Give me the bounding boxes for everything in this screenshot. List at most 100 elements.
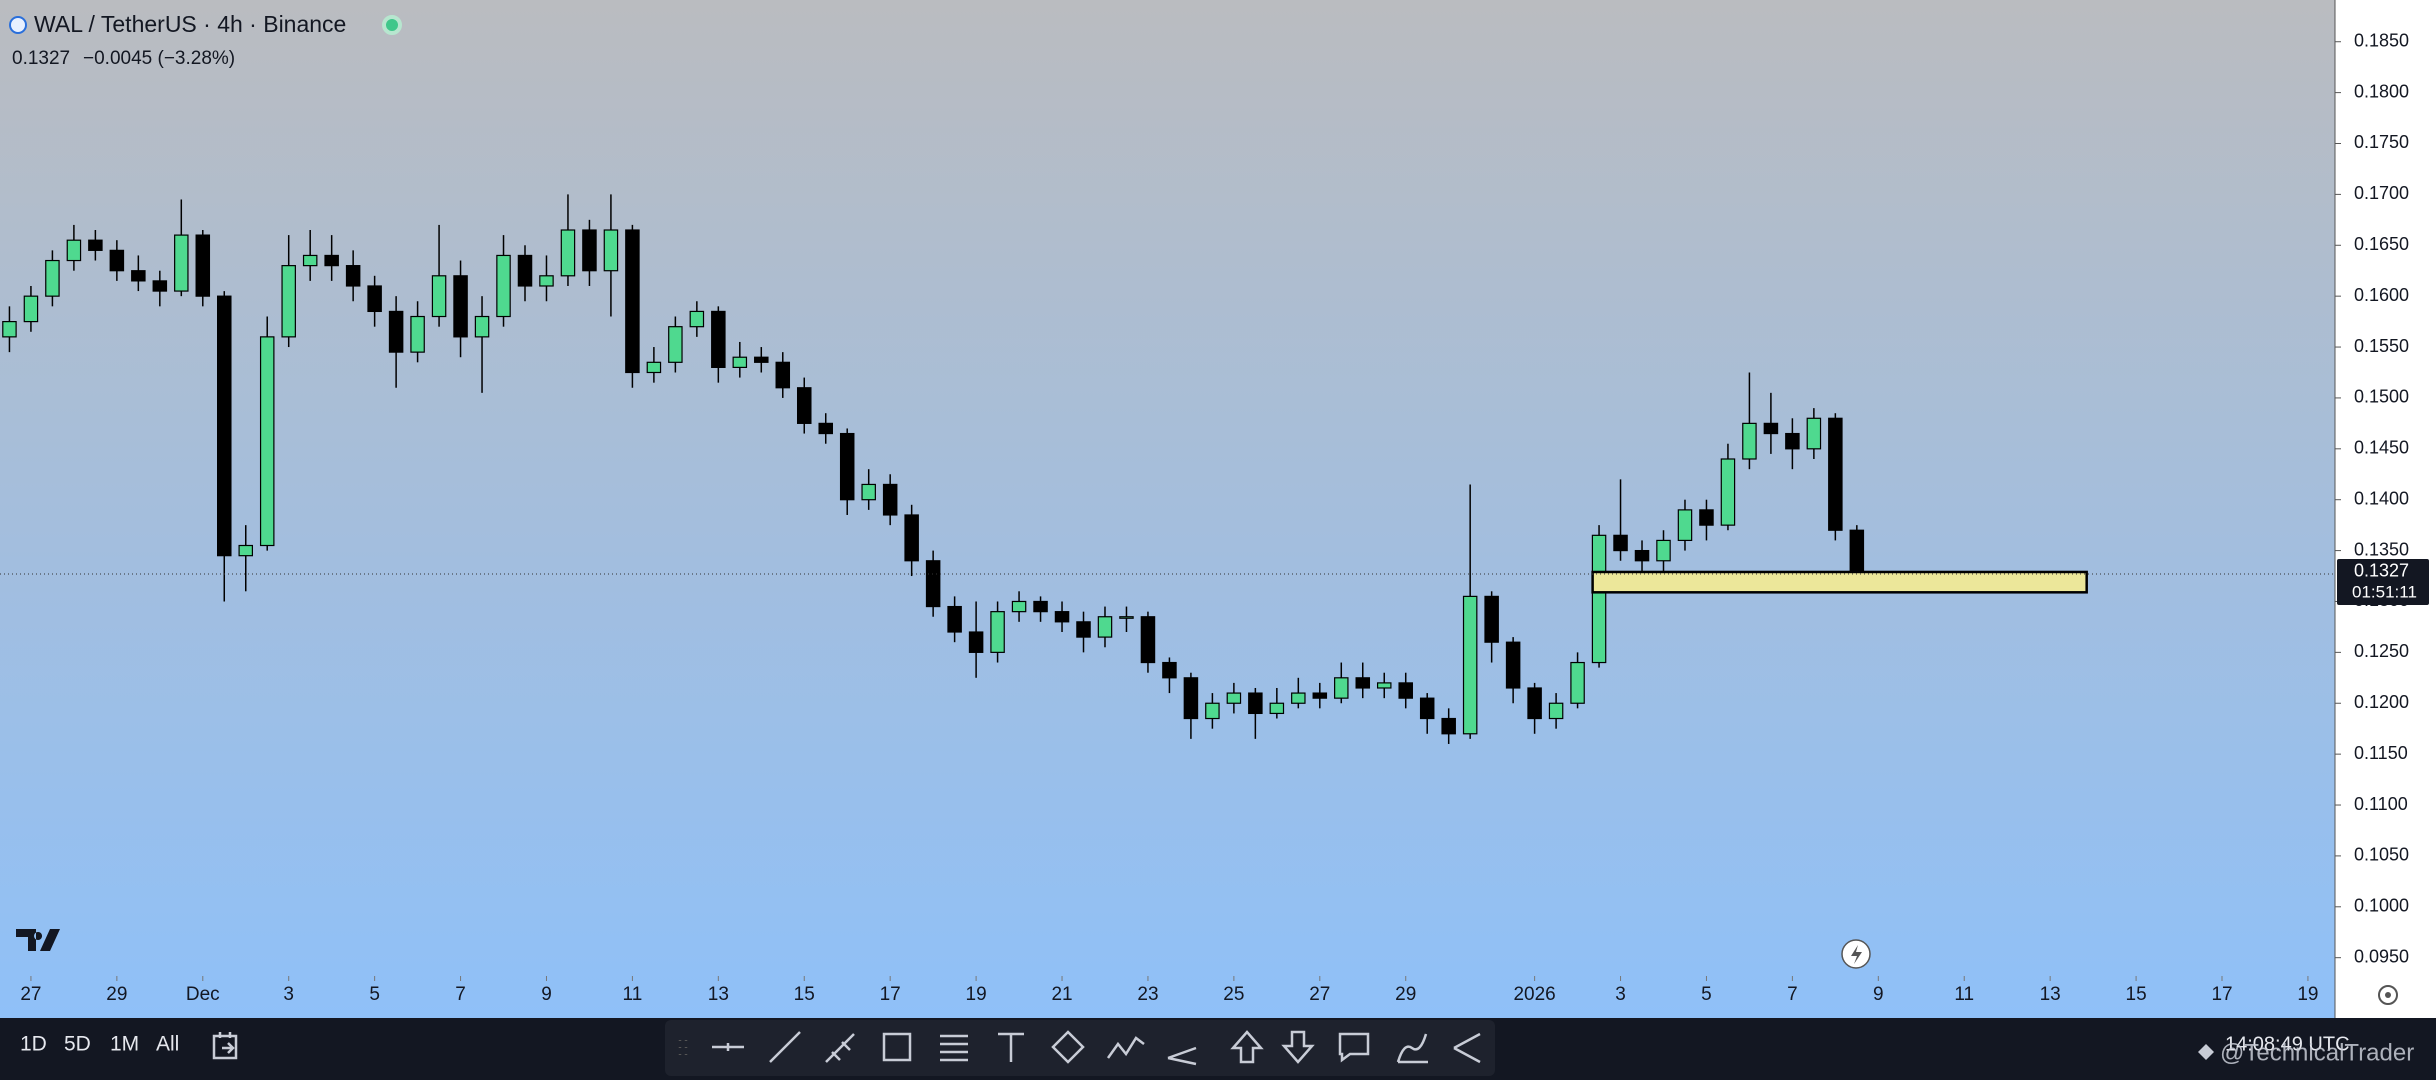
x-tick-label: 11	[623, 984, 643, 1005]
range-button[interactable]: 1D	[20, 1033, 47, 1056]
candle-body	[2, 321, 17, 338]
candle-body	[474, 315, 490, 338]
channel-tool[interactable]	[825, 1033, 855, 1063]
y-tick-label: 0.1200	[2354, 692, 2409, 712]
x-tick-label: 17	[880, 984, 901, 1005]
candle-body	[1140, 616, 1156, 664]
candle-body	[925, 560, 941, 608]
countdown: 01:51:11	[2352, 582, 2417, 601]
y-tick-label: 0.1250	[2354, 641, 2409, 661]
path-tool[interactable]	[1453, 1032, 1481, 1064]
candle-body	[195, 234, 211, 297]
range-button[interactable]: 5D	[64, 1033, 91, 1056]
candle-body	[1828, 417, 1843, 531]
x-tick-label: 13	[708, 984, 729, 1005]
candle-body	[410, 315, 425, 353]
watermark-logo	[2198, 1044, 2214, 1060]
x-tick-label: 9	[541, 984, 552, 1005]
brush-tool[interactable]	[1396, 1033, 1428, 1064]
horizontal-line-tool[interactable]	[712, 1043, 744, 1051]
projection-tool[interactable]	[1167, 1046, 1197, 1066]
fib-tool[interactable]	[940, 1034, 968, 1062]
price-label: 0.1327	[2354, 561, 2409, 581]
trend-line-tool[interactable]	[769, 1031, 801, 1063]
candle-body	[689, 310, 705, 328]
y-tick-label: 0.1700	[2354, 183, 2409, 203]
candle-body	[1441, 717, 1456, 735]
candle-body	[431, 275, 447, 318]
price-change: −0.0045 (−3.28%)	[83, 48, 235, 69]
toolbar-items: 1D 5D 1M All 14:08:49 UTC@TechnicalTrader	[20, 1030, 2414, 1066]
watermark: @TechnicalTrader	[2220, 1039, 2414, 1066]
x-tick-label: 2026	[1513, 984, 1555, 1005]
candle-body	[345, 265, 361, 287]
candle-body	[1699, 509, 1714, 526]
range-button[interactable]: All	[156, 1033, 179, 1056]
y-tick-label: 0.1150	[2354, 743, 2408, 763]
labels: 0.1850 0.1800 0.1750 0.1700 0.1650 0.1600 0.15…	[20, 30, 2429, 1005]
x-tick-label: 5	[369, 984, 380, 1005]
replay-button[interactable]	[1841, 939, 1871, 969]
candle-body	[668, 326, 683, 363]
candle-body	[109, 249, 125, 272]
candles	[0, 194, 2335, 744]
callout-tool[interactable]	[1338, 1032, 1370, 1063]
candle-body	[818, 422, 833, 435]
plot-background	[0, 0, 2335, 1018]
candle-body	[1119, 616, 1134, 619]
rectangle-tool[interactable]	[882, 1032, 912, 1062]
candle-body	[711, 310, 726, 368]
candle-body	[1054, 611, 1070, 623]
candle-body	[324, 254, 339, 267]
date-range-icon[interactable]	[212, 1032, 238, 1060]
candle-body	[1269, 702, 1285, 715]
candle-body	[1291, 692, 1306, 704]
candle-body	[1355, 677, 1371, 689]
candle-body	[1183, 677, 1199, 720]
settings-icon[interactable]	[2378, 985, 2398, 1005]
candle-body	[453, 275, 468, 338]
candle-body	[625, 229, 640, 374]
x-tick-label: 27	[1309, 984, 1330, 1005]
candle-body	[388, 310, 404, 353]
candle-body	[88, 239, 103, 251]
y-tick-label: 0.1000	[2354, 896, 2409, 916]
price-axis-background	[2335, 0, 2436, 1018]
gear-ring	[2378, 985, 2398, 1005]
candle-body	[1011, 600, 1027, 613]
text-tool[interactable]	[998, 1032, 1024, 1062]
x-tick-label: 25	[1223, 984, 1244, 1005]
candle-body	[1785, 432, 1800, 450]
tradingview-logo	[16, 929, 60, 951]
y-tick-label: 0.1050	[2354, 845, 2409, 865]
candle-body	[839, 432, 855, 501]
short-position-tool[interactable]	[1281, 1030, 1315, 1064]
x-tick-label: 11	[1954, 984, 1974, 1005]
wave-tool[interactable]	[1106, 1036, 1145, 1059]
candle-body	[1613, 534, 1628, 552]
range-button[interactable]: 1M	[110, 1033, 139, 1056]
candle-body	[1033, 600, 1048, 613]
x-tick-label: 27	[20, 984, 41, 1005]
x-tick-label: 9	[1873, 984, 1884, 1005]
candle-body	[1806, 417, 1822, 450]
long-position-tool[interactable]	[1230, 1030, 1264, 1064]
candle-body	[1849, 529, 1865, 575]
price-label-box	[2337, 558, 2429, 605]
symbol-title[interactable]: WAL / TetherUS · 4h · Binance	[34, 11, 346, 37]
pattern-tool[interactable]	[1051, 1030, 1085, 1064]
candle-body	[1484, 595, 1499, 643]
status-dot	[382, 15, 402, 35]
x-tick-label: 13	[2040, 984, 2061, 1005]
y-tick-label: 0.1550	[2354, 336, 2409, 356]
candle-body	[582, 229, 597, 272]
candle-body	[1742, 422, 1757, 460]
candle-body	[539, 275, 554, 287]
candle-body	[732, 356, 748, 368]
last-price: 0.1327	[12, 48, 70, 69]
candle-body	[1634, 549, 1650, 562]
candle-body	[152, 280, 168, 292]
candle-body	[302, 254, 318, 267]
candle-body	[1205, 702, 1220, 720]
